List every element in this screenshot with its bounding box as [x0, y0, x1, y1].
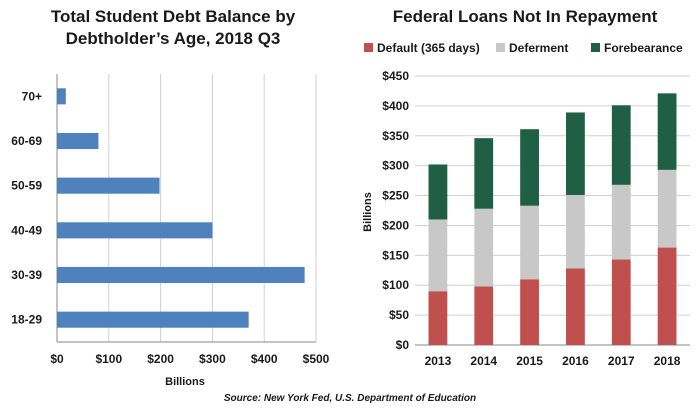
left-bar — [57, 177, 160, 194]
left-chart-gridlines — [56, 74, 317, 343]
left-bar — [57, 88, 66, 105]
right-bar-segment — [474, 208, 494, 287]
right-bar-segment — [520, 205, 539, 280]
right-bar-segment — [566, 112, 585, 195]
left-category-label: 60-69 — [11, 134, 42, 148]
right-chart-y-tick-labels: $0 $50 $100 $150 $200 $250 $300 $350 $400 $450 — [382, 69, 409, 352]
right-y-tick-label: $350 — [382, 129, 409, 143]
right-chart-category-labels: 2013 2014 2015 2016 2017 2018 — [425, 354, 681, 368]
legend-swatch — [496, 43, 505, 52]
right-bar-segment — [474, 138, 494, 209]
right-bar-segment — [428, 219, 448, 292]
left-bar — [57, 132, 99, 150]
legend-item: Default (365 days) — [364, 41, 480, 55]
right-bar-segment — [611, 259, 631, 345]
legend-label: Forebearance — [604, 41, 683, 55]
right-bar-segment — [520, 129, 539, 206]
left-category-label: 30-39 — [11, 268, 42, 282]
left-category-label: 40-49 — [11, 223, 42, 237]
right-bar-segment — [428, 164, 448, 220]
left-chart-x-tick-labels: $0 $100 $200 $300 $400 $500 — [50, 352, 329, 366]
left-chart-title-line-1: Total Student Debt Balance by — [51, 7, 296, 26]
left-chart-x-axis-label: Billions — [165, 376, 205, 388]
right-y-tick-label: $300 — [382, 159, 409, 173]
right-bar-segment — [566, 194, 585, 269]
right-y-tick-label: $450 — [382, 69, 409, 83]
left-category-label: 50-59 — [11, 179, 42, 193]
right-y-tick-label: $400 — [382, 99, 409, 113]
right-y-tick-label: $100 — [382, 278, 409, 292]
right-category-label: 2017 — [608, 354, 635, 368]
right-y-tick-label: $250 — [382, 189, 409, 203]
right-bar-segment — [428, 291, 448, 345]
left-x-tick-label: $500 — [303, 352, 330, 366]
right-chart-legend: Default (365 days) Deferment Forebearance — [364, 41, 683, 55]
right-category-label: 2013 — [425, 354, 452, 368]
right-bar-segment — [611, 184, 631, 260]
left-chart-title-line-2: Debtholder’s Age, 2018 Q3 — [66, 29, 281, 48]
left-chart-bars — [57, 88, 305, 328]
left-bar — [57, 222, 213, 239]
right-y-tick-label: $0 — [396, 338, 410, 352]
right-bar-segment — [657, 169, 677, 248]
source-note: Source: New York Fed, U.S. Department of… — [224, 393, 476, 404]
left-x-tick-label: $0 — [50, 352, 64, 366]
legend-swatch — [591, 43, 600, 52]
legend-label: Deferment — [509, 41, 568, 55]
left-x-tick-label: $100 — [95, 352, 122, 366]
right-chart-title: Federal Loans Not In Repayment — [393, 7, 658, 26]
right-category-label: 2018 — [654, 354, 681, 368]
right-bar-segment — [611, 105, 631, 185]
right-category-label: 2014 — [470, 354, 497, 368]
right-y-tick-label: $200 — [382, 218, 409, 232]
right-chart-gridlines — [415, 75, 690, 346]
right-y-tick-label: $50 — [389, 308, 409, 322]
right-bar-segment — [566, 268, 585, 345]
legend-swatch — [364, 43, 373, 52]
right-y-tick-label: $150 — [382, 248, 409, 262]
federal-loans-chart: Federal Loans Not In Repayment Default (… — [362, 7, 690, 368]
left-category-label: 18-29 — [11, 313, 42, 327]
legend-label: Default (365 days) — [377, 41, 480, 55]
age-debt-chart: Total Student Debt Balance by Debtholder… — [11, 7, 329, 388]
right-bar-segment — [474, 286, 494, 345]
left-x-tick-label: $400 — [251, 352, 278, 366]
right-category-label: 2016 — [562, 354, 589, 368]
right-chart-y-axis-label: Billions — [362, 192, 374, 232]
legend-item: Forebearance — [591, 41, 683, 55]
left-x-tick-label: $200 — [147, 352, 174, 366]
right-bar-segment — [657, 247, 677, 345]
right-bar-segment — [657, 93, 677, 170]
left-bar — [57, 311, 249, 328]
left-chart-category-labels: 70+ 60-69 50-59 40-49 30-39 18-29 — [11, 89, 42, 326]
right-chart-bars — [428, 93, 677, 345]
right-bar-segment — [520, 279, 539, 345]
left-x-tick-label: $300 — [199, 352, 226, 366]
legend-item: Deferment — [496, 41, 568, 55]
right-category-label: 2015 — [516, 354, 543, 368]
left-bar — [57, 266, 305, 284]
left-category-label: 70+ — [22, 89, 42, 103]
